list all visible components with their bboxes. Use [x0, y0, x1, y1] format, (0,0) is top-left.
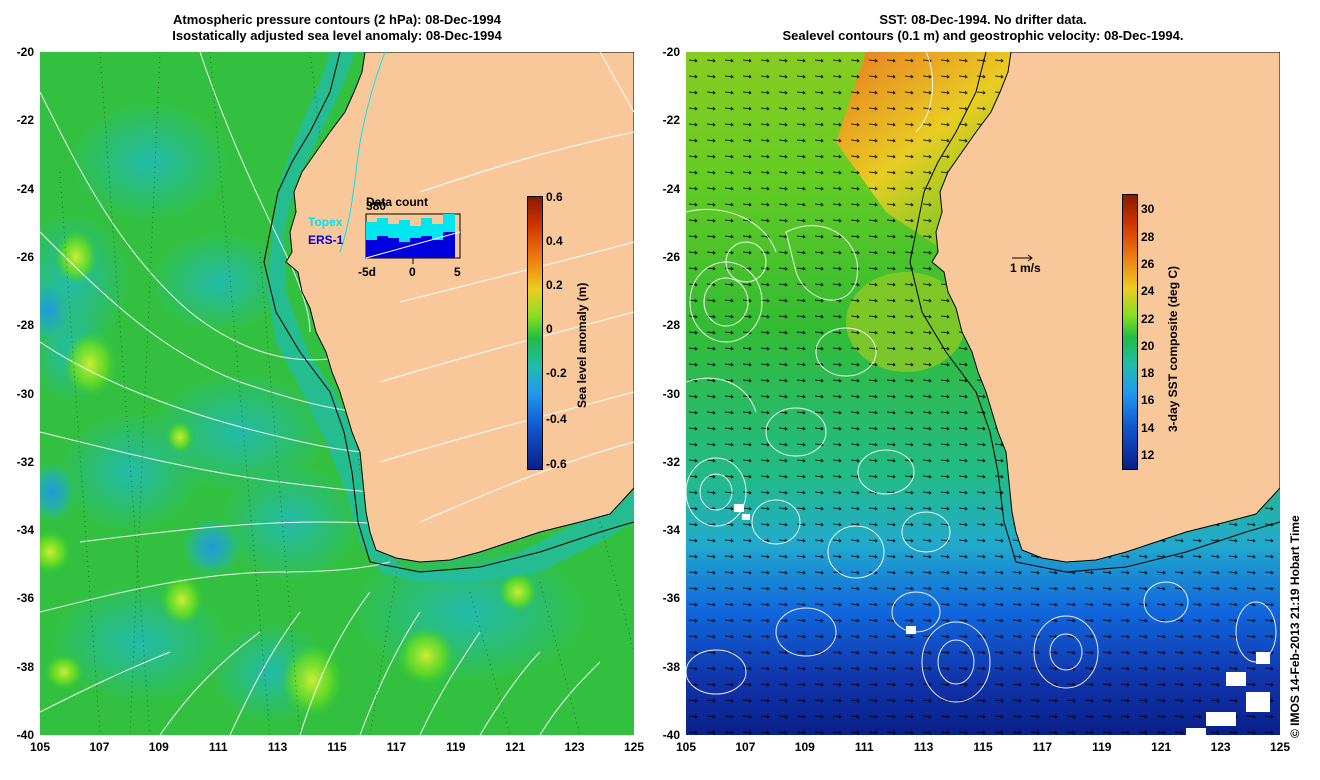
left-ytick-3: -24 [16, 181, 34, 196]
right-cb-tick-5: 22 [1141, 312, 1155, 326]
left-xtick-9: 121 [505, 740, 526, 754]
left-ytick-6: -30 [16, 386, 34, 401]
right-colorbar-label: 3-day SST composite (deg C) [1166, 265, 1180, 432]
left-ytick-11: -40 [16, 728, 34, 742]
right-xtick-7: 117 [1032, 740, 1053, 754]
left-shelf-edge [263, 52, 634, 573]
right-cloud-mask [734, 504, 1270, 735]
right-cb-tick-9: 14 [1141, 421, 1155, 435]
data-count-inset: 380 Topex ERS-1 Data count -5d 0 5 [308, 195, 461, 279]
left-shelf-band [268, 52, 634, 582]
right-sealevel-contours [686, 52, 1277, 703]
right-cb-tick-1: 30 [1141, 202, 1155, 216]
left-xtick-4: 111 [208, 740, 228, 754]
right-title-line1: SST: 08-Dec-1994. No drifter data. [879, 12, 1087, 27]
inset-xtick-2: 0 [409, 265, 416, 279]
left-colorbar-label: Sea level anomaly (m) [575, 282, 589, 408]
copyright-text: © IMOS 14-Feb-2013 21:19 Hobart Time [1288, 515, 1302, 738]
right-xtick-3: 109 [794, 740, 815, 754]
left-ytick-7: -32 [16, 454, 34, 469]
left-cb-tick-4: 0 [546, 322, 553, 336]
left-map[interactable]: 380 Topex ERS-1 Data count -5d 0 5 [40, 52, 634, 735]
left-ytick-2: -22 [16, 113, 34, 128]
right-ytick-11: -40 [662, 728, 680, 742]
left-xtick-5: 113 [267, 740, 288, 754]
right-ytick-7: -32 [662, 454, 680, 469]
left-cb-tick-7: -0.6 [546, 457, 567, 471]
left-land [285, 52, 634, 563]
right-cb-tick-8: 16 [1141, 393, 1155, 407]
right-cb-tick-2: 28 [1141, 230, 1155, 244]
right-cb-tick-10: 12 [1141, 448, 1155, 462]
right-land [931, 52, 1280, 563]
right-cb-tick-7: 18 [1141, 366, 1155, 380]
left-title: Atmospheric pressure contours (2 hPa): 0… [40, 12, 634, 44]
right-ytick-2: -22 [662, 113, 680, 128]
left-xtick-7: 117 [386, 740, 407, 754]
right-ytick-3: -24 [662, 181, 680, 196]
right-xtick-9: 121 [1151, 740, 1172, 754]
left-cb-tick-3: 0.2 [546, 278, 563, 292]
inset-xtick-1: -5d [358, 265, 376, 279]
inset-count: 380 [366, 199, 386, 213]
left-ytick-8: -34 [16, 523, 34, 538]
right-xtick-2: 107 [735, 740, 756, 754]
left-cb-tick-5: -0.2 [546, 366, 567, 380]
left-xtick-1: 105 [29, 740, 51, 754]
left-land-contours [379, 52, 634, 523]
right-shelf-edge [909, 52, 1280, 573]
left-colorbar [527, 196, 543, 470]
right-ytick-10: -38 [662, 659, 680, 674]
left-cb-tick-1: 0.6 [546, 190, 563, 204]
right-xtick-4: 111 [854, 740, 874, 754]
right-xtick-1: 105 [675, 740, 697, 754]
left-xtick-3: 109 [148, 740, 169, 754]
right-xtick-5: 113 [913, 740, 934, 754]
right-xtick-10: 123 [1210, 740, 1231, 754]
right-map[interactable]: 1 m/s [686, 52, 1280, 735]
left-dotted-tracks [59, 52, 634, 735]
left-xtick-2: 107 [89, 740, 110, 754]
right-title: SST: 08-Dec-1994. No drifter data. Seale… [686, 12, 1280, 44]
right-cb-tick-3: 26 [1141, 257, 1155, 271]
right-ytick-4: -26 [662, 249, 680, 264]
left-ytick-5: -28 [16, 318, 34, 333]
inset-bars-ers1 [366, 232, 455, 258]
right-cb-tick-4: 24 [1141, 284, 1155, 298]
right-xtick-6: 115 [973, 740, 993, 754]
left-xtick-10: 123 [564, 740, 585, 754]
velocity-scale-label: 1 m/s [1010, 261, 1041, 275]
right-ytick-8: -34 [662, 523, 680, 538]
left-cyan-contour [339, 52, 386, 253]
inset-title: Data count [366, 195, 428, 209]
inset-legend-topex: Topex [308, 215, 343, 229]
inset-legend-ers1: ERS-1 [308, 233, 344, 247]
left-title-line2: Isostatically adjusted sea level anomaly… [172, 28, 502, 43]
right-ytick-5: -28 [662, 318, 680, 333]
inset-xtick-3: 5 [454, 265, 461, 279]
right-ytick-6: -30 [662, 386, 680, 401]
left-xtick-8: 119 [446, 740, 466, 754]
left-anomaly-field [40, 102, 590, 722]
right-ytick-9: -36 [662, 591, 680, 606]
velocity-scale: 1 m/s [1010, 254, 1041, 275]
left-ytick-9: -36 [16, 591, 34, 606]
left-xtick-6: 115 [327, 740, 347, 754]
right-cb-tick-6: 20 [1141, 339, 1155, 353]
left-ytick-1: -20 [16, 45, 34, 59]
right-xtick-11: 125 [1269, 740, 1291, 754]
right-title-line2: Sealevel contours (0.1 m) and geostrophi… [782, 28, 1184, 43]
right-colorbar [1122, 194, 1138, 470]
left-ytick-10: -38 [16, 659, 34, 674]
left-cb-tick-6: -0.4 [546, 412, 567, 426]
left-ytick-4: -26 [16, 249, 34, 264]
left-cb-tick-2: 0.4 [546, 234, 563, 248]
right-xtick-8: 119 [1092, 740, 1112, 754]
left-title-line1: Atmospheric pressure contours (2 hPa): 0… [173, 12, 501, 27]
right-ytick-1: -20 [662, 45, 680, 59]
left-xtick-11: 125 [623, 740, 645, 754]
